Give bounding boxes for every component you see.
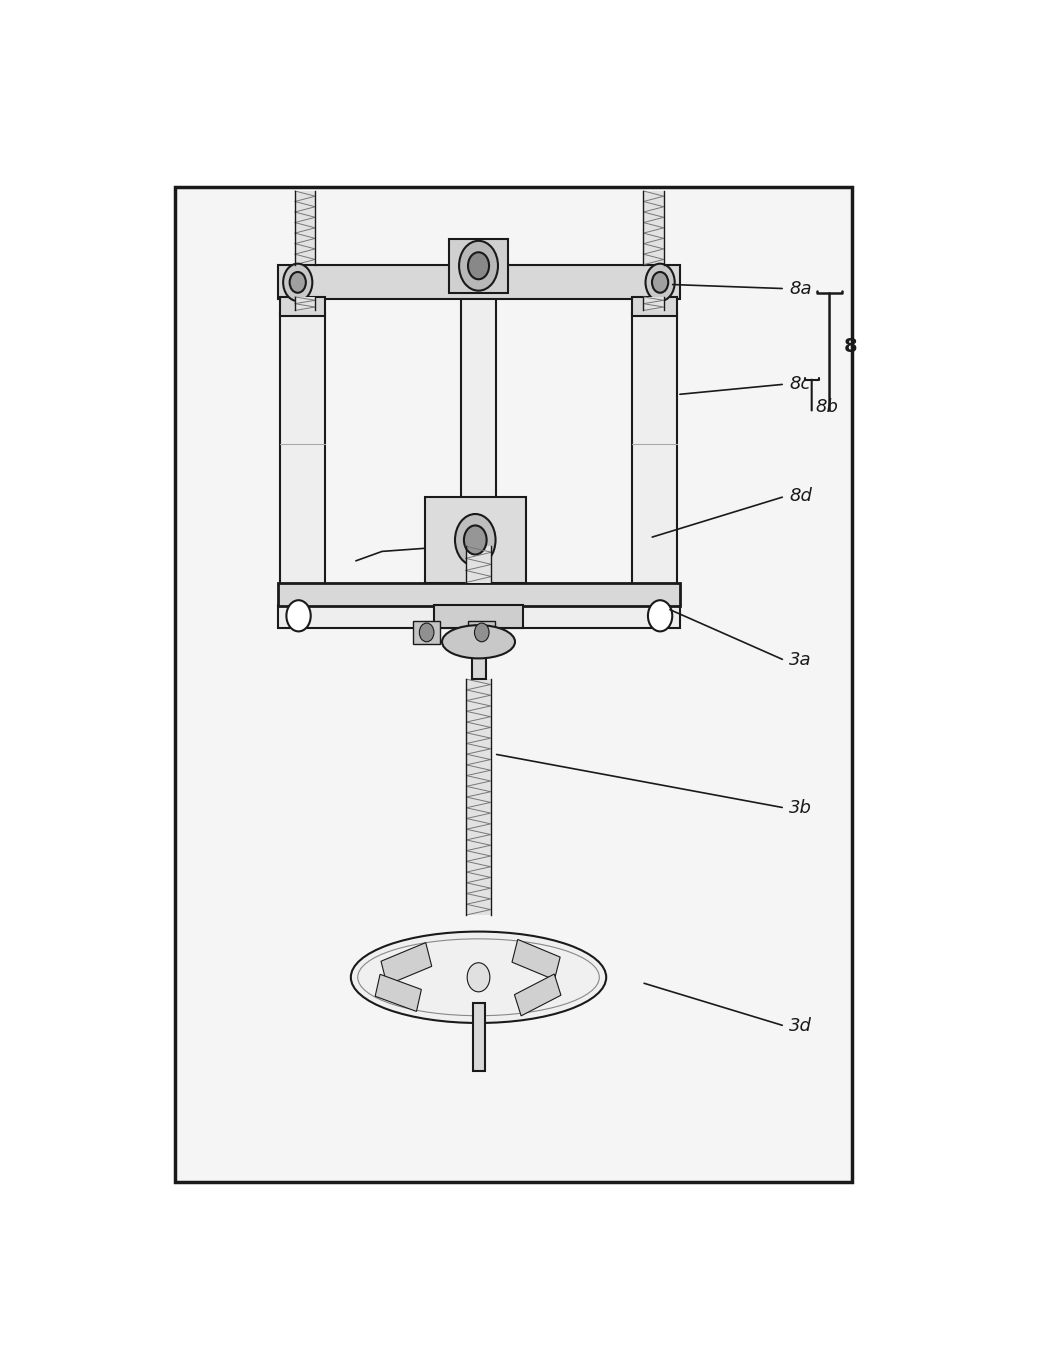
Circle shape bbox=[647, 600, 673, 631]
FancyBboxPatch shape bbox=[295, 192, 315, 264]
Circle shape bbox=[459, 241, 498, 290]
Ellipse shape bbox=[442, 625, 515, 658]
Polygon shape bbox=[376, 974, 422, 1012]
FancyBboxPatch shape bbox=[468, 621, 495, 643]
FancyBboxPatch shape bbox=[425, 498, 526, 583]
FancyBboxPatch shape bbox=[632, 297, 677, 316]
Text: 8: 8 bbox=[844, 337, 858, 356]
FancyBboxPatch shape bbox=[278, 583, 680, 607]
FancyBboxPatch shape bbox=[473, 1004, 485, 1071]
FancyBboxPatch shape bbox=[176, 186, 852, 1182]
Circle shape bbox=[468, 252, 490, 279]
FancyBboxPatch shape bbox=[280, 297, 325, 316]
Circle shape bbox=[419, 623, 434, 642]
Text: 8a: 8a bbox=[789, 279, 812, 298]
Polygon shape bbox=[511, 939, 561, 979]
Text: 3a: 3a bbox=[789, 652, 812, 669]
Text: 8b: 8b bbox=[816, 398, 839, 415]
Text: 8d: 8d bbox=[789, 487, 812, 506]
FancyBboxPatch shape bbox=[465, 546, 492, 583]
Circle shape bbox=[290, 272, 305, 293]
FancyBboxPatch shape bbox=[632, 313, 677, 588]
Circle shape bbox=[283, 263, 313, 301]
FancyBboxPatch shape bbox=[278, 264, 680, 299]
Ellipse shape bbox=[350, 932, 607, 1023]
FancyBboxPatch shape bbox=[643, 297, 664, 310]
Text: 8c: 8c bbox=[789, 375, 811, 393]
Text: 3b: 3b bbox=[789, 799, 812, 817]
Circle shape bbox=[455, 514, 496, 567]
Polygon shape bbox=[515, 974, 561, 1016]
FancyBboxPatch shape bbox=[295, 297, 315, 310]
Circle shape bbox=[652, 272, 668, 293]
Polygon shape bbox=[381, 943, 432, 985]
FancyBboxPatch shape bbox=[643, 192, 664, 264]
FancyBboxPatch shape bbox=[467, 679, 491, 915]
FancyBboxPatch shape bbox=[280, 313, 325, 588]
Circle shape bbox=[475, 623, 490, 642]
Text: 3d: 3d bbox=[789, 1017, 812, 1035]
FancyBboxPatch shape bbox=[450, 239, 507, 293]
Circle shape bbox=[287, 600, 311, 631]
Circle shape bbox=[645, 263, 675, 301]
FancyBboxPatch shape bbox=[472, 639, 485, 679]
FancyBboxPatch shape bbox=[434, 606, 523, 629]
Circle shape bbox=[468, 963, 490, 992]
Circle shape bbox=[464, 525, 486, 554]
FancyBboxPatch shape bbox=[413, 621, 439, 643]
FancyBboxPatch shape bbox=[278, 606, 680, 629]
